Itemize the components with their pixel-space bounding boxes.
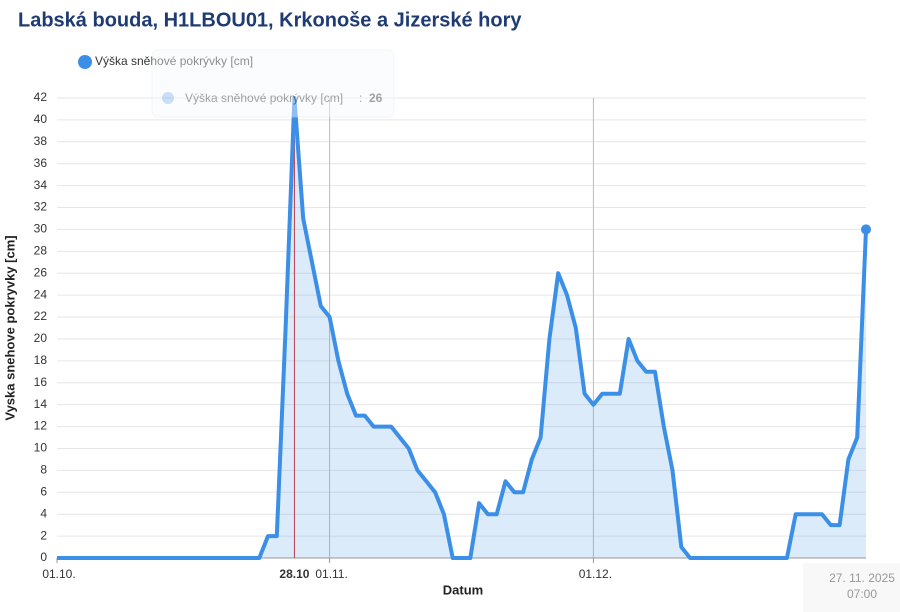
y-tick-label: 30 (34, 222, 48, 236)
tooltip-box (151, 49, 395, 118)
tooltip-value: 26 (369, 91, 383, 105)
tooltip-marker (162, 92, 174, 104)
y-tick-label: 10 (34, 441, 48, 455)
legend-marker (78, 55, 92, 69)
x-tick-label: 01.10. (42, 567, 75, 581)
crosshair-time-text: 07:00 (847, 587, 877, 601)
crosshair-date-text: 27. 11. 2025 (829, 571, 895, 585)
y-tick-label: 42 (34, 90, 48, 104)
y-tick-label: 14 (34, 397, 48, 411)
y-tick-label: 18 (34, 353, 48, 367)
y-tick-label: 0 (40, 550, 47, 564)
y-tick-label: 40 (34, 112, 48, 126)
x-tick-label: 01.11. (315, 567, 347, 581)
chart-title: Labská bouda, H1LBOU01, Krkonoše a Jizer… (18, 9, 522, 31)
y-tick-label: 34 (34, 178, 48, 192)
tooltip-separator: : (359, 91, 362, 105)
y-tick-label: 20 (34, 331, 48, 345)
y-axis-title: Vyska snehove pokryvky [cm] (2, 235, 17, 420)
y-tick-label: 4 (40, 506, 47, 520)
crosshair-date: 27. 11. 2025 07:00 (803, 563, 900, 612)
line (57, 96, 868, 560)
legend-label[interactable]: Výška sněhové pokrývky [cm] (95, 54, 253, 68)
y-tick-label: 38 (34, 134, 48, 148)
tooltip-series: Výška sněhové pokrývky [cm] (185, 91, 343, 105)
point-marker (861, 224, 871, 235)
crosshair-date-box (803, 563, 900, 612)
y-tick-label: 16 (34, 375, 48, 389)
tooltip: Výška sněhové pokrývky [cm]:26 (151, 49, 395, 118)
area (57, 98, 866, 558)
y-tick-label: 24 (34, 287, 48, 301)
y-tick-label: 28 (34, 244, 48, 258)
y-tick-label: 6 (40, 484, 47, 498)
y-tick-label: 2 (40, 528, 47, 542)
x-axis-title: Datum (443, 582, 483, 597)
y-tick-label: 26 (34, 265, 48, 279)
crosshair-label: 28.10 (279, 567, 309, 581)
y-tick-label: 8 (40, 463, 47, 477)
y-tick-label: 12 (34, 419, 48, 433)
x-tick-label: 01.12. (579, 567, 612, 581)
y-tick-label: 36 (34, 156, 48, 170)
y-tick-label: 22 (34, 309, 48, 323)
y-tick-label: 32 (34, 200, 48, 214)
